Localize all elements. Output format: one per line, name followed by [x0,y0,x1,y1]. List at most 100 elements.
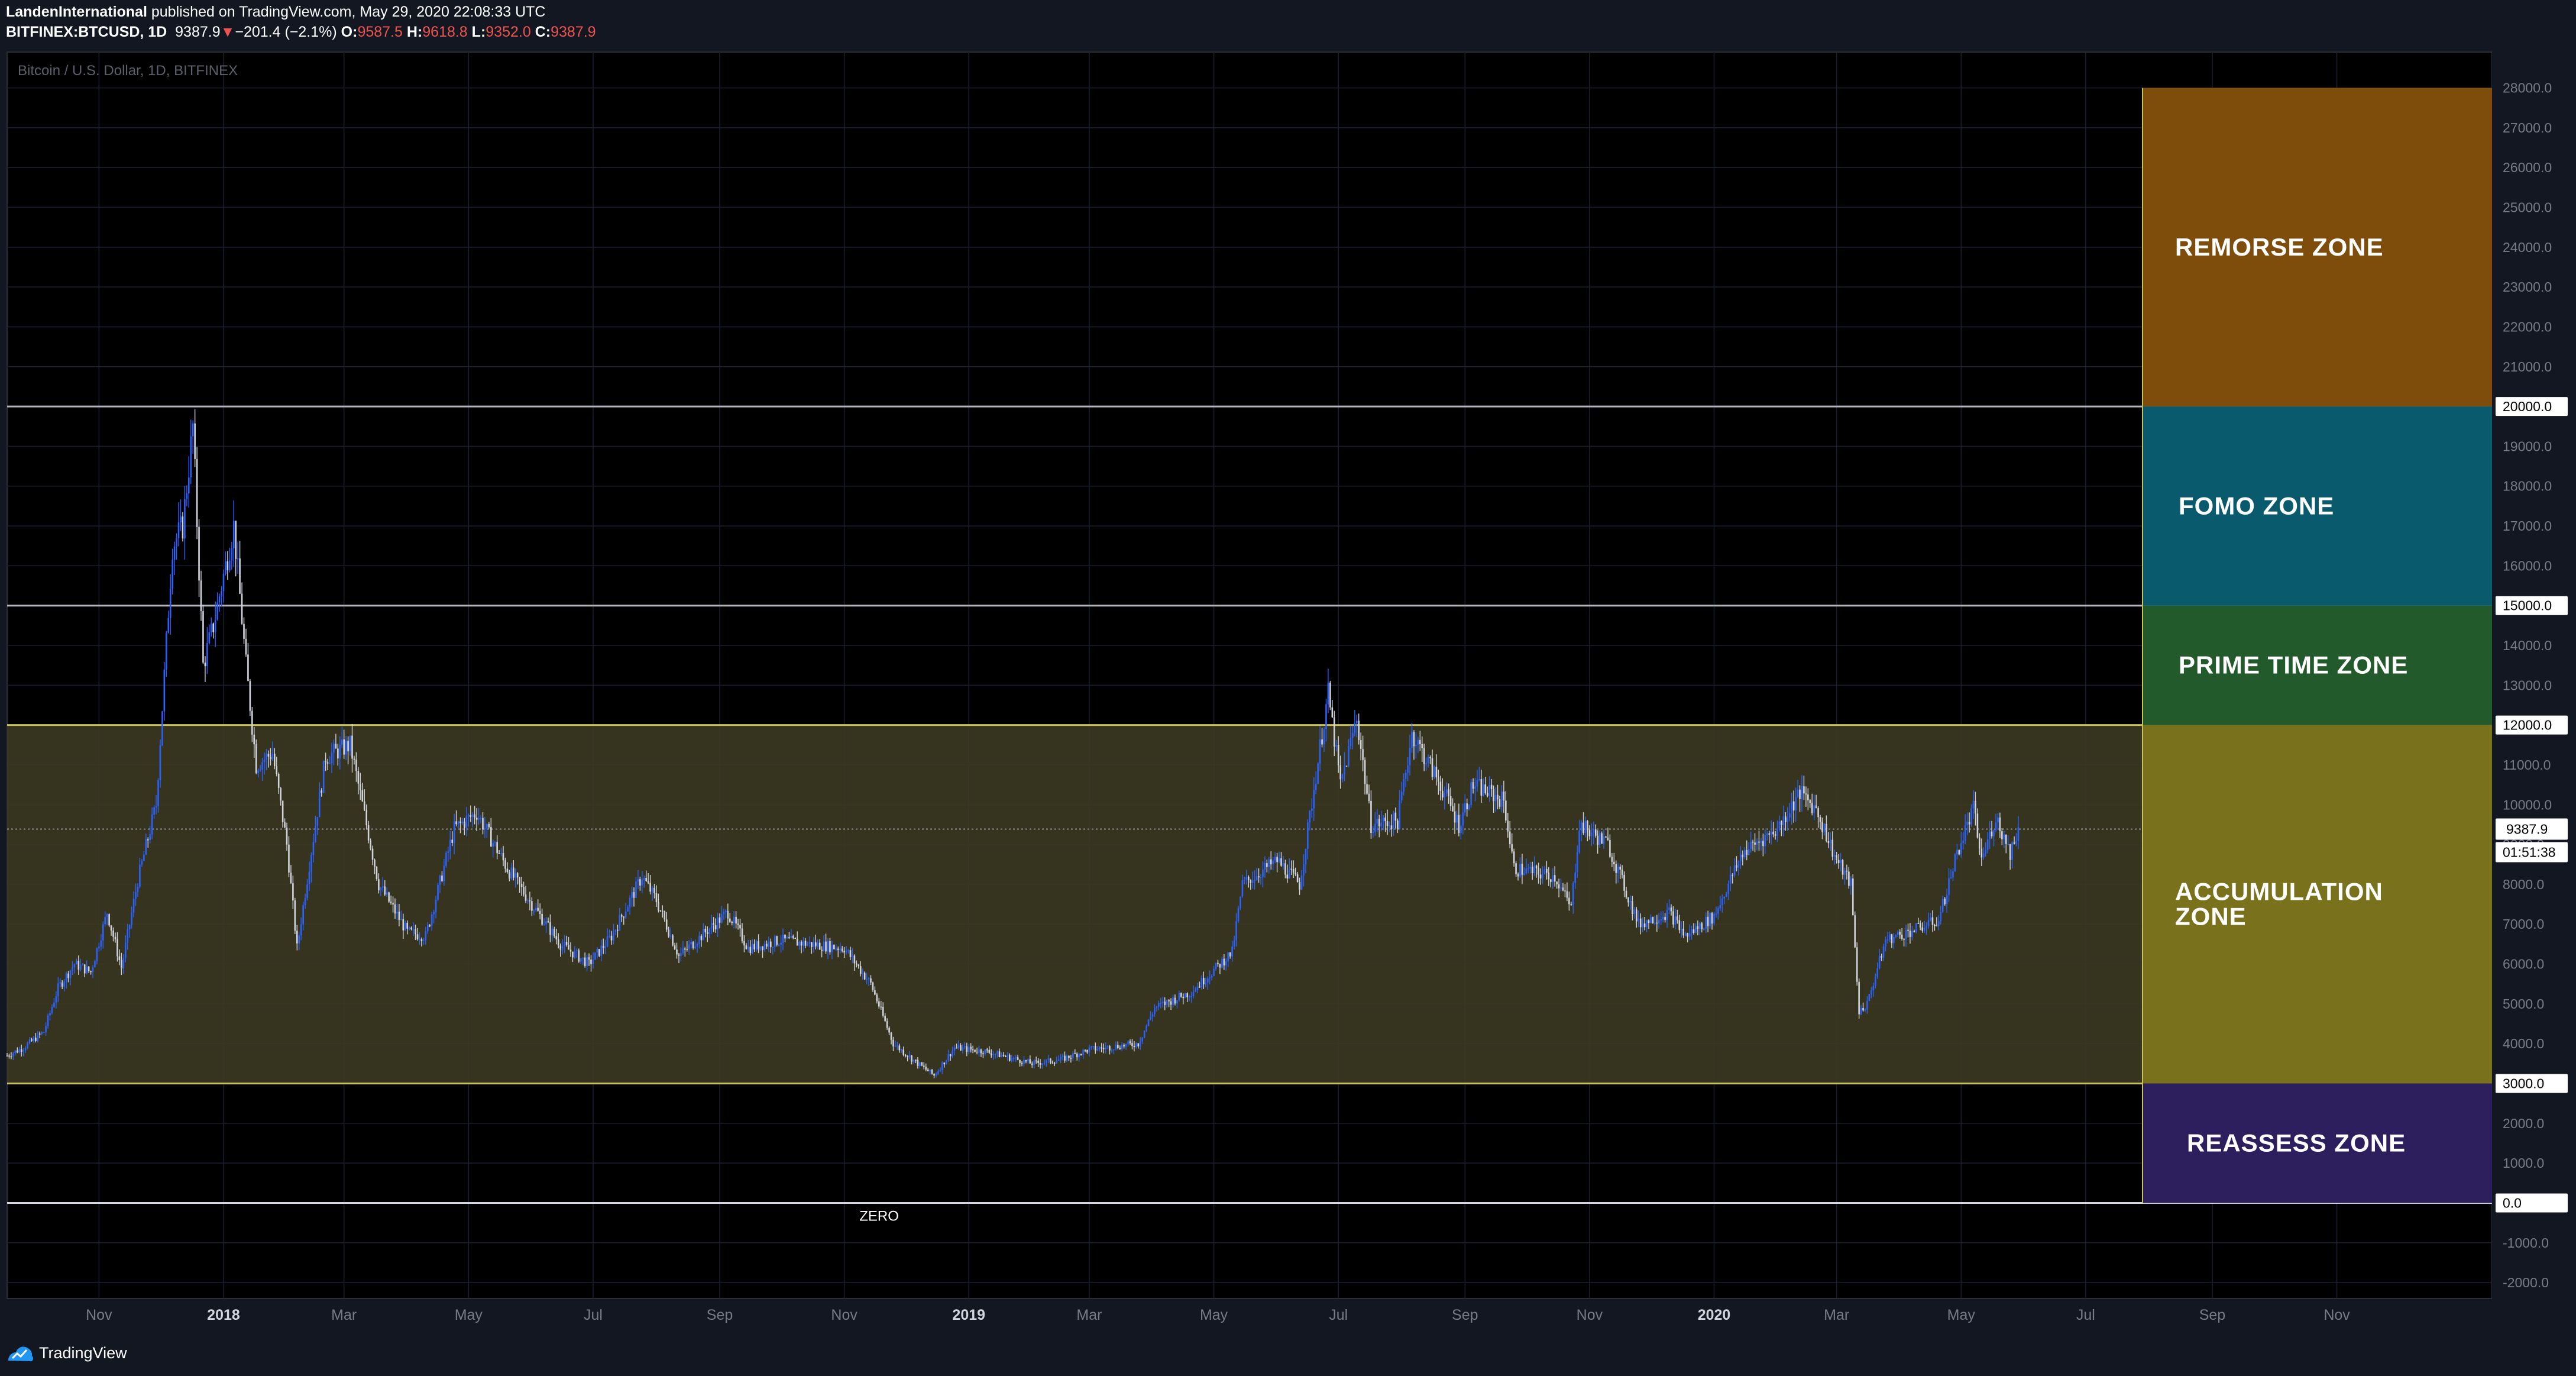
candle[interactable] [2005,834,2007,854]
candle[interactable] [306,878,308,901]
candle[interactable] [143,851,145,861]
candle[interactable] [45,1022,47,1036]
candle[interactable] [1799,785,1801,812]
candle[interactable] [1870,987,1872,999]
candle[interactable] [1919,920,1921,931]
candle[interactable] [429,924,431,928]
candle[interactable] [745,943,747,950]
candle[interactable] [962,1044,964,1054]
candle[interactable] [1687,932,1688,942]
candle[interactable] [1307,819,1309,860]
candle[interactable] [1158,1000,1160,1010]
candle[interactable] [104,911,106,927]
candle[interactable] [1247,875,1250,888]
candle[interactable] [739,918,741,937]
candle[interactable] [1852,874,1854,916]
candle[interactable] [288,836,290,877]
candle[interactable] [94,960,96,968]
candle[interactable] [512,860,514,881]
candle[interactable] [155,794,157,815]
level-price-label[interactable]: 0.0 [2496,1193,2568,1213]
candle[interactable] [370,838,371,851]
candle[interactable] [565,935,568,947]
candle[interactable] [561,939,564,955]
candle[interactable] [1192,986,1195,999]
candle[interactable] [1327,668,1329,713]
candle[interactable] [1688,924,1691,941]
candle[interactable] [1494,787,1497,812]
candle[interactable] [151,807,153,839]
candle[interactable] [1899,929,1901,939]
candle[interactable] [829,938,831,955]
candle[interactable] [741,923,743,944]
candle[interactable] [1826,815,1827,842]
candle[interactable] [1729,866,1732,892]
candle[interactable] [1299,877,1300,895]
candle[interactable] [1844,867,1846,885]
candle[interactable] [486,823,488,838]
candle[interactable] [1936,917,1938,926]
candle[interactable] [310,852,312,883]
candle[interactable] [1137,1043,1140,1049]
candle[interactable] [1742,850,1744,865]
candle[interactable] [1927,912,1930,929]
candle[interactable] [218,593,221,612]
candle[interactable] [1427,754,1429,768]
candle[interactable] [1695,923,1697,934]
candle[interactable] [1274,852,1276,864]
candle[interactable] [24,1046,27,1053]
candle[interactable] [747,939,749,952]
candle[interactable] [386,887,388,897]
candle[interactable] [166,631,167,677]
candle[interactable] [1860,1004,1862,1015]
candle[interactable] [1244,876,1245,884]
candle[interactable] [312,833,315,863]
candle[interactable] [1060,1054,1062,1064]
candle[interactable] [198,519,200,597]
candle[interactable] [714,918,717,933]
candle[interactable] [16,1047,18,1054]
candle[interactable] [1677,909,1678,924]
candle[interactable] [1462,803,1464,835]
candle[interactable] [633,887,635,907]
candle[interactable] [1250,879,1252,890]
candle[interactable] [1583,812,1584,835]
candle[interactable] [703,923,704,941]
candle[interactable] [1952,868,1954,881]
candle[interactable] [821,946,823,958]
candle[interactable] [212,622,215,639]
candle[interactable] [1995,813,1997,832]
candle[interactable] [1531,861,1533,880]
candle[interactable] [549,914,551,942]
candle[interactable] [1613,852,1615,871]
candle[interactable] [1554,866,1556,887]
candle[interactable] [786,935,788,939]
candle[interactable] [1429,755,1431,764]
candle[interactable] [57,977,59,1003]
candle[interactable] [1031,1061,1033,1068]
candle[interactable] [1009,1053,1011,1062]
candle[interactable] [978,1045,980,1057]
candle[interactable] [1948,868,1950,902]
candle[interactable] [1296,872,1299,883]
candle[interactable] [116,932,118,962]
candle[interactable] [114,932,116,943]
candle[interactable] [302,902,304,931]
candle[interactable] [733,911,735,929]
candle[interactable] [296,925,298,951]
candle[interactable] [410,926,412,931]
candle[interactable] [1721,894,1723,913]
candle[interactable] [1313,777,1315,821]
candle[interactable] [1991,821,1993,839]
candle[interactable] [586,954,588,972]
candle[interactable] [523,881,525,897]
candle[interactable] [1101,1043,1102,1052]
candle[interactable] [964,1042,966,1049]
candle[interactable] [1946,889,1948,913]
candle[interactable] [843,947,845,958]
candle[interactable] [147,837,149,848]
candle[interactable] [988,1046,991,1054]
candle[interactable] [1552,868,1554,889]
candle[interactable] [852,948,853,964]
candle[interactable] [47,1013,49,1029]
